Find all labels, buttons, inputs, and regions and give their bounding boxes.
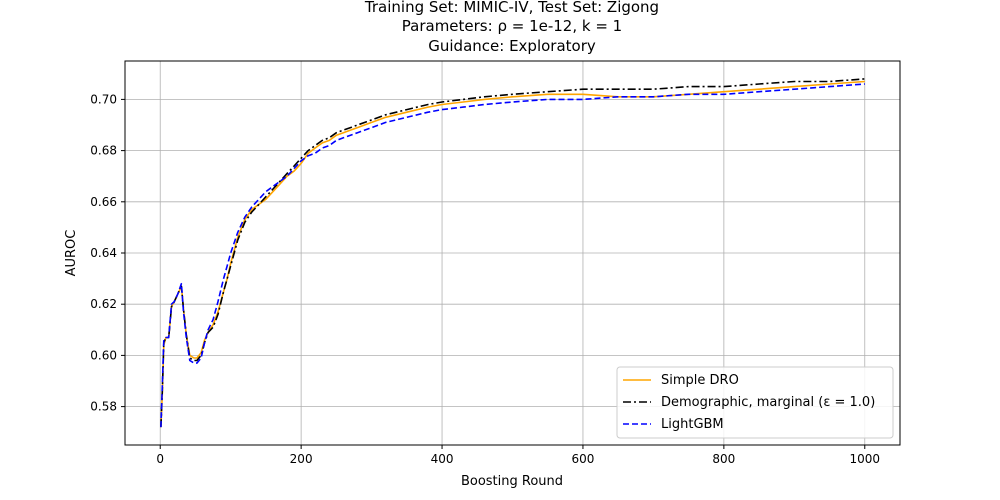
series-line-demographic-marginal (160, 78, 865, 428)
y-axis-label: AUROC (64, 230, 79, 277)
legend-label-demographic-marginal: Demographic, marginal (ε = 1.0) (661, 395, 875, 410)
chart-title-line-3: Guidance: Exploratory (428, 37, 596, 55)
y-tick-label: 0.68 (90, 144, 117, 158)
x-tick-label: 400 (431, 452, 454, 466)
y-tick-label: 0.66 (90, 195, 117, 209)
y-tick-label: 0.62 (90, 297, 117, 311)
x-tick-label: 800 (712, 452, 735, 466)
grid (125, 61, 900, 445)
chart-title-line-1: Training Set: MIMIC-IV, Test Set: Zigong (364, 0, 659, 16)
x-tick-label: 1000 (849, 452, 880, 466)
y-tick-label: 0.70 (90, 92, 117, 106)
series-lines (160, 78, 865, 428)
series-line-lightgbm (160, 83, 865, 428)
x-tick-label: 600 (572, 452, 595, 466)
legend-label-lightgbm: LightGBM (661, 417, 724, 432)
legend-label-simple-dro: Simple DRO (661, 373, 739, 388)
y-axis-ticks: 0.58 0.60 0.62 0.64 0.66 0.68 0.70 (90, 92, 125, 414)
x-axis-label: Boosting Round (461, 474, 563, 489)
y-tick-label: 0.60 (90, 348, 117, 362)
x-tick-label: 200 (290, 452, 313, 466)
y-tick-label: 0.58 (90, 400, 117, 414)
legend: Simple DRO Demographic, marginal (ε = 1.… (616, 366, 894, 439)
chart-title: Training Set: MIMIC-IV, Test Set: Zigong… (364, 0, 659, 55)
chart-title-line-2: Parameters: ρ = 1e-12, k = 1 (402, 17, 622, 35)
legend-box (616, 366, 894, 439)
x-axis-ticks: 0 200 400 600 800 1000 (156, 445, 880, 466)
y-tick-label: 0.64 (90, 246, 117, 260)
x-tick-label: 0 (156, 452, 164, 466)
